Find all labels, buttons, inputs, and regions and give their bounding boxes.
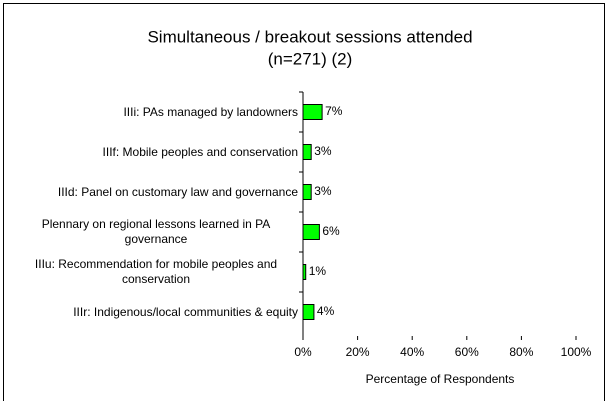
x-tick-label: 0%	[294, 345, 312, 359]
y-tick-label-box: Plennary on regional lessons learned in …	[14, 212, 298, 252]
y-tick-label: IIIi: PAs managed by landowners	[123, 104, 298, 119]
value-label: 1%	[309, 264, 327, 278]
y-tick-label-box: IIIf: Mobile peoples and conservation	[14, 132, 298, 172]
value-label: 4%	[317, 304, 335, 318]
bar	[302, 104, 323, 120]
y-tick-label: IIIr: Indigenous/local communities & equ…	[73, 304, 298, 319]
bar	[302, 304, 315, 320]
x-tick-label: 20%	[346, 345, 370, 359]
x-axis-label: Percentage of Respondents	[366, 372, 515, 386]
value-label: 7%	[325, 104, 343, 118]
y-tick-label: IIIu: Recommendation for mobile peoples …	[34, 257, 278, 286]
x-tick-label: 60%	[455, 345, 479, 359]
x-tick-label: 100%	[561, 345, 592, 359]
x-tick-label: 40%	[400, 345, 424, 359]
value-label: 6%	[322, 224, 340, 238]
value-label: 3%	[314, 144, 332, 158]
frame	[3, 3, 605, 401]
y-tick-label-box: IIIu: Recommendation for mobile peoples …	[14, 252, 298, 292]
y-tick-label: Plennary on regional lessons learned in …	[41, 217, 271, 246]
y-tick-label: IIIf: Mobile peoples and conservation	[102, 144, 298, 159]
bar	[302, 144, 312, 160]
y-tick-label-box: IIIi: PAs managed by landowners	[14, 92, 298, 132]
bar	[302, 224, 320, 240]
y-tick-label-box: IIIr: Indigenous/local communities & equ…	[14, 292, 298, 332]
chart-title: Simultaneous / breakout sessions attende…	[147, 27, 472, 46]
y-tick-label-box: IIId: Panel on customary law and governa…	[14, 172, 298, 212]
y-tick-label: IIId: Panel on customary law and governa…	[57, 184, 298, 199]
chart-subtitle: (n=271) (2)	[268, 49, 353, 68]
x-tick-label: 80%	[509, 345, 533, 359]
bar	[302, 184, 312, 200]
value-label: 3%	[314, 184, 332, 198]
